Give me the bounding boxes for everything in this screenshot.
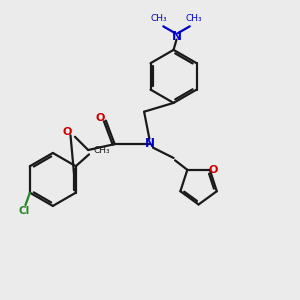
Text: N: N <box>172 30 182 43</box>
Text: O: O <box>209 165 218 175</box>
Text: CH₃: CH₃ <box>93 146 110 155</box>
Text: CH₃: CH₃ <box>151 14 167 23</box>
Text: N: N <box>145 137 155 150</box>
Text: O: O <box>63 127 72 137</box>
Text: CH₃: CH₃ <box>186 14 202 23</box>
Text: O: O <box>95 112 105 123</box>
Text: Cl: Cl <box>18 206 30 216</box>
